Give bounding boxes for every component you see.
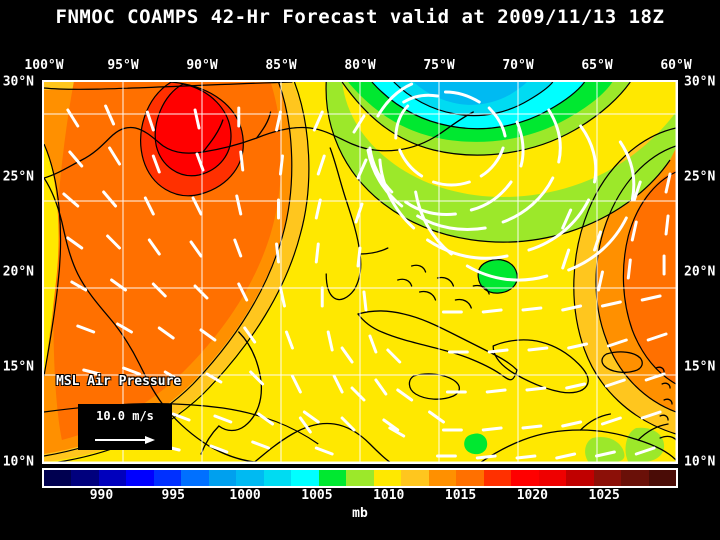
colorbar-swatch [181,470,209,486]
lat-tick-label-left: 15°N [2,359,34,375]
colorbar-swatch [98,470,127,486]
lat-tick-label-right: 30°N [684,74,716,90]
colorbar-swatch [126,470,154,486]
wind-vector-scale-value: 10.0 m/s [96,409,154,423]
map-plot-frame [42,80,678,464]
lon-tick-label: 100°W [24,58,64,73]
pressure-field-map [44,82,676,462]
lat-tick-label-right: 10°N [684,454,716,470]
colorbar-swatch [456,470,484,486]
colorbar-tick-label: 1000 [229,488,261,503]
lon-tick-label: 80°W [344,58,376,73]
lat-tick-label-right: 20°N [684,264,716,280]
field-label: MSL Air Pressure [56,374,182,389]
colorbar-unit-label: mb [352,506,368,521]
colorbar-swatch [291,470,319,486]
page-title: FNMOC COAMPS 42-Hr Forecast valid at 200… [55,6,665,28]
lon-tick-label: 85°W [265,58,297,73]
colorbar-swatch [566,470,594,486]
colorbar-swatch [318,470,347,486]
colorbar [42,468,678,488]
colorbar-swatch [593,470,622,486]
colorbar-swatch [44,470,72,486]
colorbar-swatch [483,470,512,486]
lat-tick-label-right: 15°N [684,359,716,375]
colorbar-tick-label: 1025 [588,488,620,503]
lat-tick-label-left: 30°N [2,74,34,90]
colorbar-swatch [236,470,264,486]
lon-tick-label: 95°W [107,58,139,73]
lon-tick-label: 90°W [186,58,218,73]
colorbar-swatch [538,470,567,486]
lat-tick-label-left: 10°N [2,454,34,470]
colorbar-swatch [71,470,99,486]
wind-vector-arrow-icon [95,436,155,444]
colorbar-swatches [44,470,677,486]
colorbar-swatch [263,470,292,486]
colorbar-tick-label: 1020 [516,488,549,503]
colorbar-tick-label: 995 [161,488,186,503]
lon-tick-label: 70°W [502,58,534,73]
colorbar-tick-label: 1015 [444,488,477,503]
colorbar-swatch [208,470,237,486]
colorbar-tick-label: 1005 [301,488,333,503]
colorbar-swatch [621,470,649,486]
wind-vector-scale-box: 10.0 m/s [78,404,172,450]
lat-tick-label-left: 25°N [2,169,34,185]
colorbar-swatch [648,470,677,486]
map-plot-area [44,82,676,462]
colorbar-swatch [346,470,374,486]
lat-tick-label-left: 20°N [2,264,34,280]
colorbar-swatch [401,470,429,486]
colorbar-swatch [428,470,457,486]
colorbar-tick-label: 1010 [373,488,405,503]
colorbar-swatch [511,470,539,486]
colorbar-swatch [153,470,182,486]
colorbar-tick-label: 990 [89,488,114,503]
lon-tick-label: 60°W [660,58,692,73]
lon-tick-label: 75°W [423,58,455,73]
lon-tick-label: 65°W [581,58,613,73]
colorbar-swatch [373,470,402,486]
lat-tick-label-right: 25°N [684,169,716,185]
